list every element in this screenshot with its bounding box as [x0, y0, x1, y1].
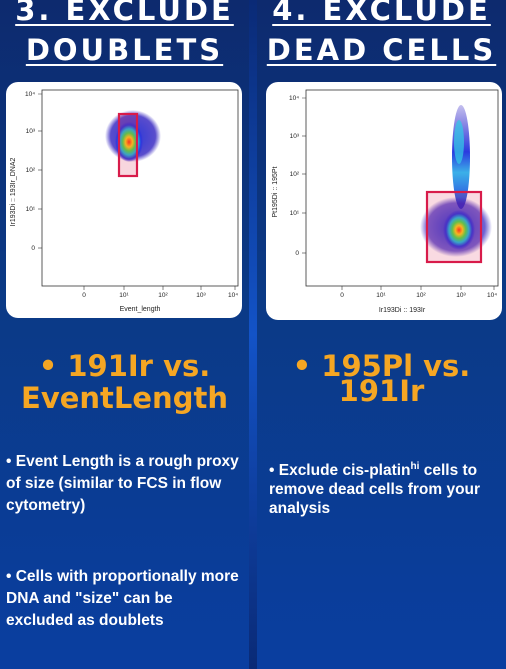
y-tick-label: 0 [295, 250, 299, 257]
x-tick-label: 10¹ [376, 292, 386, 299]
comparison-heading-line2: EventLength [21, 381, 228, 415]
dead-cell-population-core [454, 120, 464, 164]
bullet-point: • Event Length is a rough proxy of size … [6, 453, 239, 514]
y-tick-label: 10³ [290, 133, 300, 140]
dead-cell-plot-svg: 10⁴ 10³ 10² 10¹ 0 0 10¹ 10² 10³ 10⁴ Ir19… [272, 89, 499, 314]
bullet-point: • Exclude cis-platinhi cells to remove d… [269, 461, 503, 518]
x-tick-label: 10³ [196, 292, 206, 299]
y-axis-ticks [38, 93, 42, 249]
bullet-text: cells to remove dead cells from your ana… [269, 462, 481, 517]
comparison-heading-line1: • 195Pl vs. [292, 349, 471, 383]
bullet-point: • Cells with proportionally more DNA and… [6, 568, 239, 629]
x-axis-ticks [341, 286, 495, 290]
panel-exclude-doublets: 3. EXCLUDE DOUBLETS [0, 0, 249, 669]
y-tick-label: 10¹ [290, 210, 300, 217]
column-divider [249, 0, 257, 669]
doublet-plot-svg: 10⁴ 10³ 10² 10¹ 0 0 10¹ 10² 10³ 10⁴ Even… [10, 89, 239, 313]
x-tick-label: 10⁴ [228, 292, 238, 299]
y-axis-ticks [302, 97, 306, 254]
y-tick-label: 10² [26, 167, 36, 174]
panel-title-line2: DOUBLETS [25, 33, 224, 67]
y-axis-label: Ir193Di :: 193Ir_DNA2 [10, 157, 17, 226]
doublet-gate-plot: 10⁴ 10³ 10² 10¹ 0 0 10¹ 10² 10³ 10⁴ Even… [6, 82, 242, 318]
live-cell-gate [425, 190, 483, 264]
comparison-heading-line1: • 191Ir vs. [38, 349, 211, 383]
x-tick-label: 10² [158, 292, 168, 299]
y-tick-label: 10¹ [26, 206, 36, 213]
singlet-gate [117, 112, 139, 178]
x-tick-label: 10² [416, 292, 426, 299]
x-tick-label: 10¹ [119, 292, 129, 299]
y-axis-label: Pt195Di :: 195Pt [272, 166, 279, 217]
x-axis-label: Ir193Di :: 193Ir [379, 307, 426, 314]
bullet-text: • Exclude cis-platin [269, 462, 411, 479]
comparison-heading-line2: 191Ir [338, 374, 425, 408]
dead-cell-gate-plot: 10⁴ 10³ 10² 10¹ 0 0 10¹ 10² 10³ 10⁴ Ir19… [266, 82, 502, 320]
x-tick-label: 10⁴ [487, 292, 497, 299]
x-tick-label: 10³ [456, 292, 466, 299]
panel-title-line1: 3. EXCLUDE [15, 0, 234, 27]
y-tick-label: 0 [31, 245, 35, 252]
x-tick-label: 0 [82, 292, 86, 299]
y-tick-label: 10² [290, 171, 300, 178]
bullet-superscript: hi [410, 460, 420, 472]
x-axis-label: Event_length [120, 306, 161, 313]
y-tick-label: 10⁴ [25, 91, 35, 98]
panel-exclude-dead-cells: 4. EXCLUDE DEAD CELLS [257, 0, 506, 669]
panel-title-line1: 4. EXCLUDE [272, 0, 491, 27]
panel-title-line2: DEAD CELLS [266, 33, 497, 67]
y-tick-label: 10⁴ [289, 95, 299, 102]
plot-frame [41, 89, 239, 287]
plot-frame [305, 89, 499, 287]
live-cell-population-core [443, 210, 475, 250]
y-tick-label: 10³ [26, 128, 36, 135]
x-axis-ticks [83, 286, 236, 290]
x-tick-label: 0 [340, 292, 344, 299]
